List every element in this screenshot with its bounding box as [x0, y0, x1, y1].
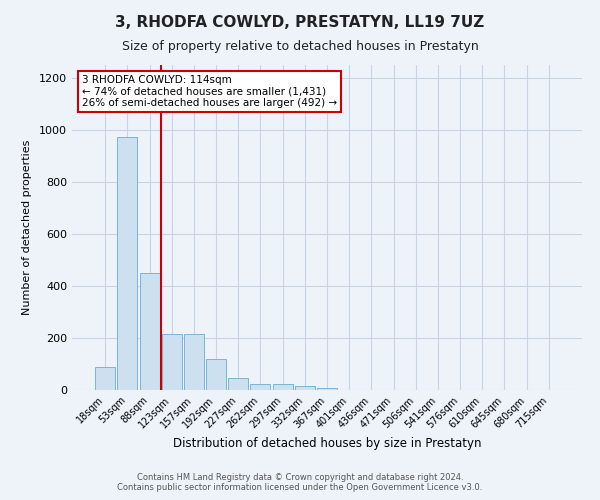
Bar [228, 378, 248, 390]
Bar [206, 359, 226, 390]
Text: 3, RHODFA COWLYD, PRESTATYN, LL19 7UZ: 3, RHODFA COWLYD, PRESTATYN, LL19 7UZ [115, 15, 485, 30]
Bar [95, 367, 115, 390]
Text: 3 RHODFA COWLYD: 114sqm
← 74% of detached houses are smaller (1,431)
26% of semi: 3 RHODFA COWLYD: 114sqm ← 74% of detache… [82, 74, 337, 108]
Bar [162, 334, 182, 390]
Text: Contains HM Land Registry data © Crown copyright and database right 2024.
Contai: Contains HM Land Registry data © Crown c… [118, 473, 482, 492]
Bar [272, 384, 293, 390]
Y-axis label: Number of detached properties: Number of detached properties [22, 140, 32, 315]
Bar [250, 384, 271, 390]
Bar [295, 386, 315, 390]
Bar [184, 334, 204, 390]
Bar [118, 136, 137, 390]
Bar [140, 273, 160, 390]
Text: Size of property relative to detached houses in Prestatyn: Size of property relative to detached ho… [122, 40, 478, 53]
X-axis label: Distribution of detached houses by size in Prestatyn: Distribution of detached houses by size … [173, 437, 481, 450]
Bar [317, 388, 337, 390]
